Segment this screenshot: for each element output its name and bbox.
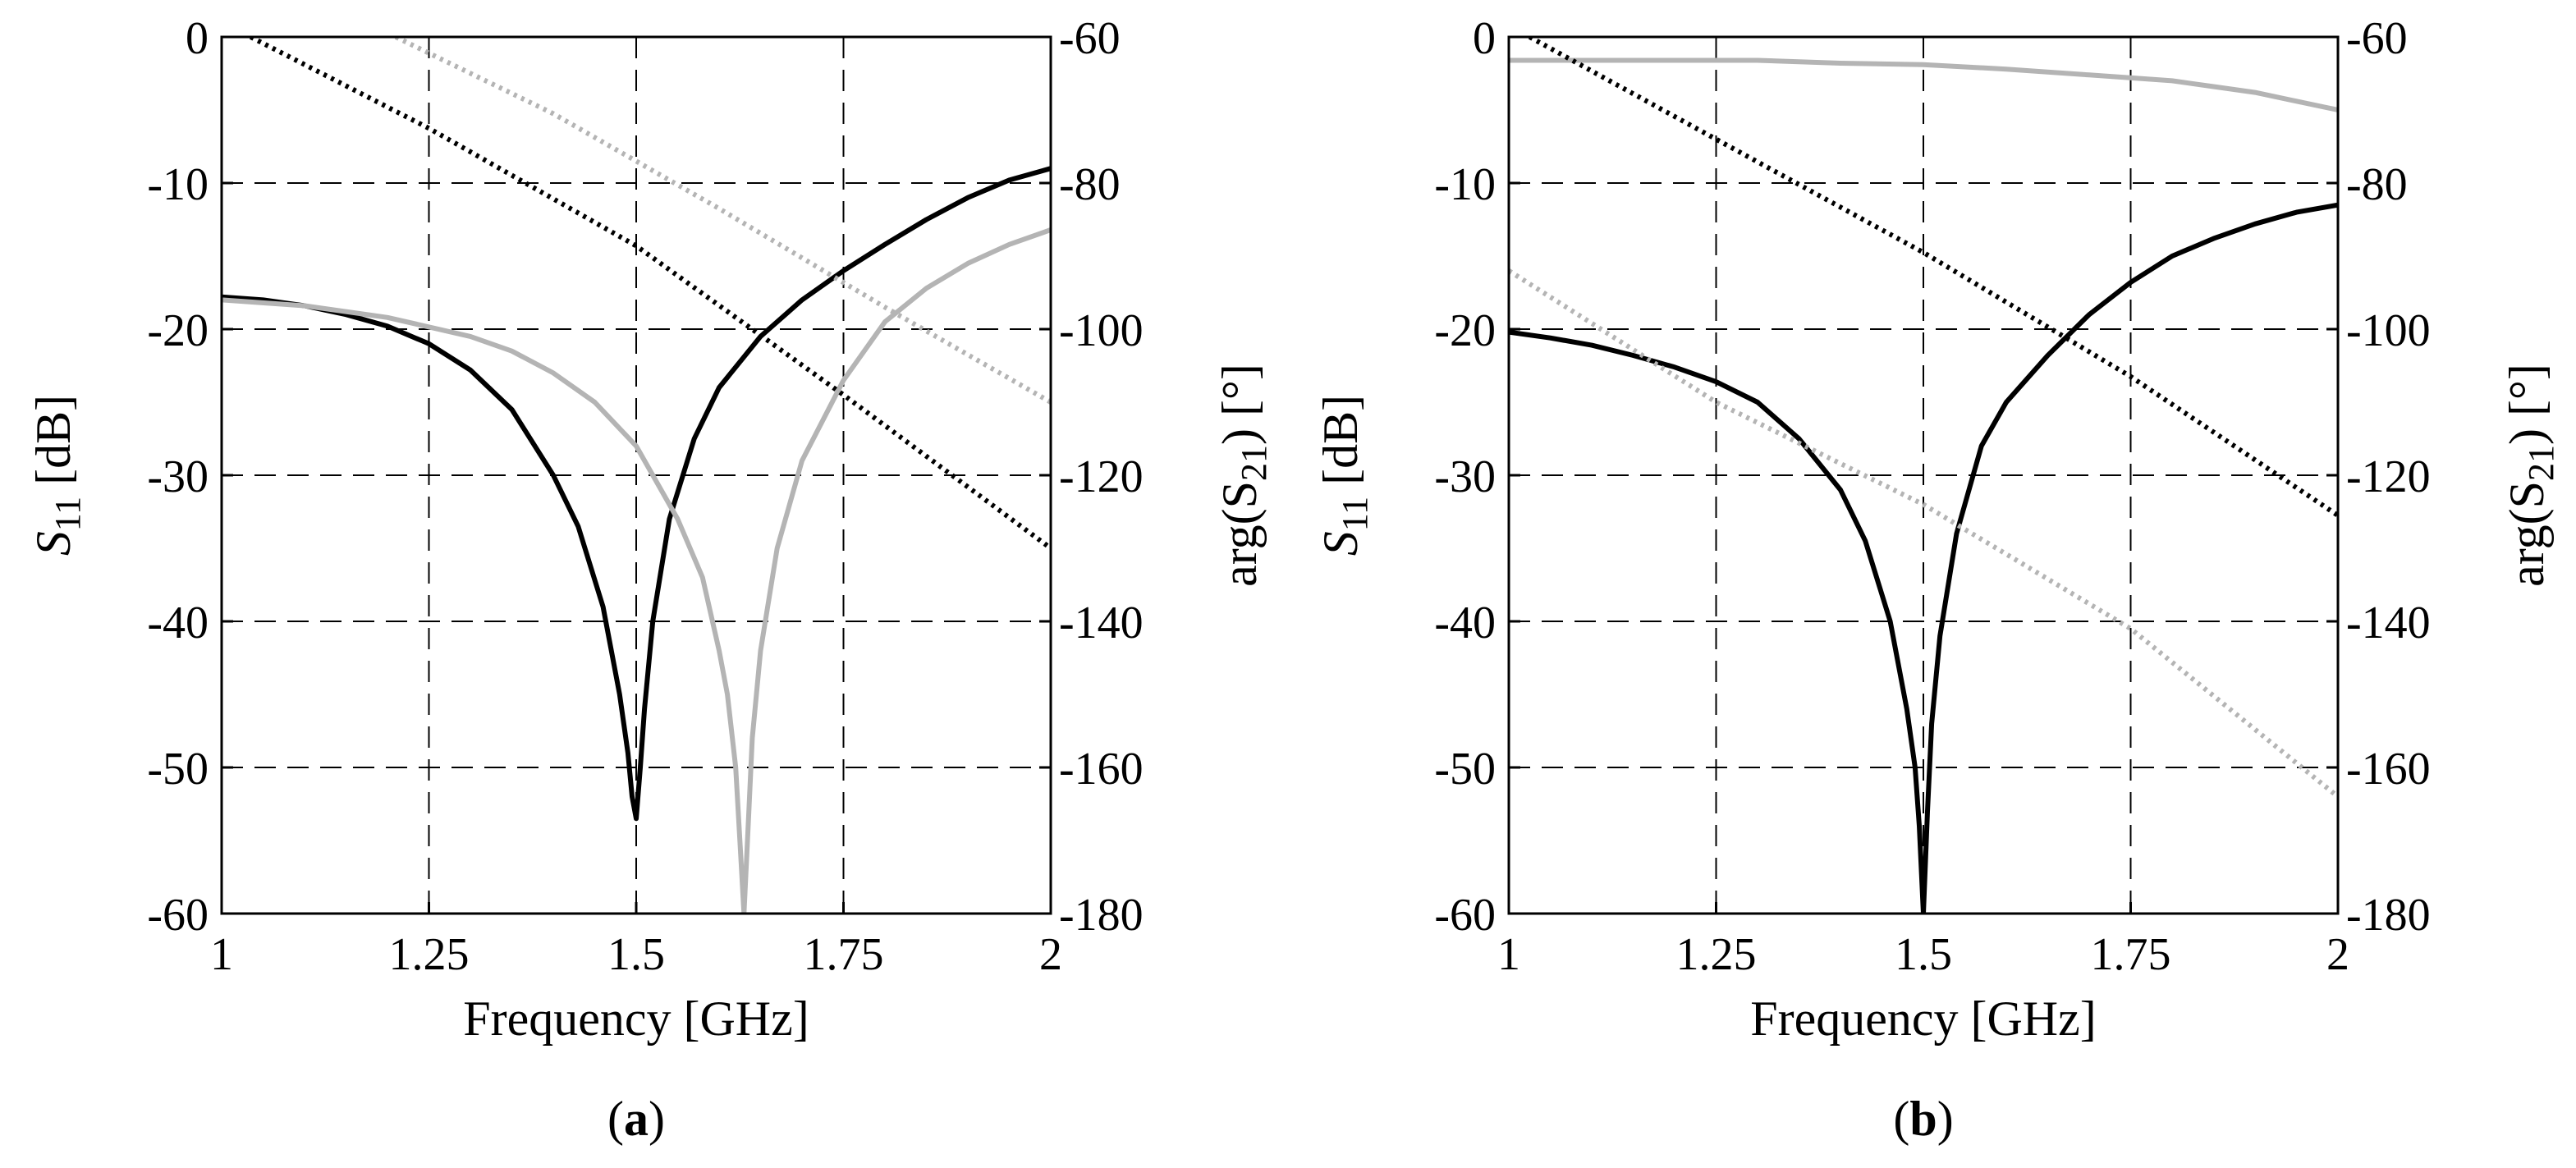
x-tick-label: 1.5	[607, 929, 665, 980]
chart-panel-b: 1 1.25 1.5 1.75 2 -60-50-40-30-20-100 -180-1…	[1313, 13, 2561, 1146]
y2-tick-label: -100	[1059, 305, 1144, 356]
panel-label-close: )	[649, 1092, 665, 1146]
y2-axis-label: arg(S21) [°]	[1212, 364, 1274, 587]
series-layer	[222, 37, 1051, 914]
x-tick-label: 2	[1039, 929, 1062, 980]
x-axis-label: Frequency [GHz]	[1750, 992, 2097, 1046]
y2-axis-label: arg(S21) [°]	[2500, 364, 2561, 587]
y-tick-label: -30	[1434, 451, 1496, 502]
x-tick-label: 1.25	[1676, 929, 1757, 980]
chart-panel-a: 1 1.25 1.5 1.75 2 -60-50-40-30-20-100 -180-1…	[26, 13, 1274, 1146]
x-axis-label: Frequency [GHz]	[463, 992, 809, 1046]
y2-tick-label: -180	[1059, 890, 1144, 941]
y-tick-label: -20	[147, 305, 209, 356]
y2-tick-label: -180	[2346, 890, 2431, 941]
y2-tick-label: -100	[2346, 305, 2431, 356]
y2-tick-label: -80	[2346, 159, 2408, 210]
y-tick-label: -10	[147, 159, 209, 210]
y2-tick-label: -120	[1059, 451, 1144, 502]
y-tick-label: -60	[1434, 890, 1496, 941]
y2-tick-label: -60	[2346, 13, 2408, 64]
x-tick-labels: 1 1.25 1.5 1.75 2	[1497, 902, 2349, 980]
y-tick-label: -60	[147, 890, 209, 941]
y-axis-label-subscript: 11	[48, 497, 88, 531]
grid	[1509, 37, 2338, 914]
y2-axis-label-suffix: ) [°]	[1212, 364, 1267, 445]
grid	[222, 37, 1051, 914]
y2-tick-label: -160	[2346, 744, 2431, 795]
panel-label-letter: b	[1909, 1092, 1937, 1146]
x-tick-label: 2	[2326, 929, 2349, 980]
y-axis-label: S11 [dB]	[26, 395, 88, 556]
y-tick-label: 0	[186, 13, 209, 64]
series-line-2	[222, 227, 1051, 914]
y-axis-label-symbol: S	[26, 531, 80, 556]
y2-axis-label-subscript: 21	[1234, 445, 1274, 481]
x-tick-label: 1.75	[804, 929, 884, 980]
y2-tick-labels: -180 -160 -140 -120 -100 -80 -60	[1039, 13, 1144, 941]
panel-label-close: )	[1937, 1092, 1954, 1146]
x-tick-label: 1	[1497, 929, 1520, 980]
y-axis-label-unit: [dB]	[1313, 395, 1368, 485]
y-tick-label: -40	[1434, 598, 1496, 648]
series-line-4	[394, 37, 1051, 405]
y2-axis-label-prefix: arg(S	[1212, 481, 1267, 587]
y-axis-label-subscript: 11	[1335, 497, 1375, 531]
y-axis-label-symbol: S	[1313, 531, 1368, 556]
y2-tick-label: -140	[1059, 598, 1144, 648]
x-tick-label: 1	[210, 929, 233, 980]
series-layer	[1509, 37, 2338, 914]
y-tick-labels: -60 -50 -40 -30 -20 -10 0	[147, 13, 233, 941]
y-tick-labels: -60 -50 -40 -30 -20 -10 0	[1434, 13, 1520, 941]
y2-tick-label: -60	[1059, 13, 1121, 64]
y-tick-label: -50	[147, 744, 209, 795]
y-tick-label: -20	[1434, 305, 1496, 356]
panel-label-open: (	[607, 1092, 624, 1146]
y2-tick-label: -140	[2346, 598, 2431, 648]
series-line-1	[1509, 202, 2338, 914]
panel-label-open: (	[1893, 1092, 1909, 1146]
y2-tick-labels: -180 -160 -140 -120 -100 -80 -60	[2326, 13, 2431, 941]
y-tick-label: -50	[1434, 744, 1496, 795]
x-tick-labels: 1 1.25 1.5 1.75 2	[210, 902, 1062, 980]
y-axis-label: S11 [dB]	[1313, 395, 1375, 556]
x-tick-label: 1.5	[1895, 929, 1952, 980]
y-tick-label: -40	[147, 598, 209, 648]
series-line-1	[222, 166, 1051, 822]
y-axis-label-unit: [dB]	[26, 395, 80, 485]
y-tick-label: -30	[147, 451, 209, 502]
y2-axis-label-suffix: ) [°]	[2500, 364, 2554, 445]
y2-tick-label: -120	[2346, 451, 2431, 502]
y-tick-label: -10	[1434, 159, 1496, 210]
x-tick-label: 1.25	[389, 929, 470, 980]
series-line-2	[1509, 57, 2338, 112]
x-tick-label: 1.75	[2091, 929, 2171, 980]
y2-axis-label-subscript: 21	[2521, 445, 2561, 481]
series-line-3	[1528, 37, 2338, 518]
y-tick-label: 0	[1473, 13, 1496, 64]
y2-tick-label: -160	[1059, 744, 1144, 795]
y2-axis-label-prefix: arg(S	[2500, 481, 2554, 587]
series-line-3	[249, 37, 1051, 551]
y2-tick-label: -80	[1059, 159, 1121, 210]
panel-label: (b)	[1893, 1092, 1953, 1146]
panel-label-letter: a	[624, 1092, 649, 1146]
panel-label: (a)	[607, 1092, 665, 1146]
series-line-4	[1509, 268, 2338, 799]
